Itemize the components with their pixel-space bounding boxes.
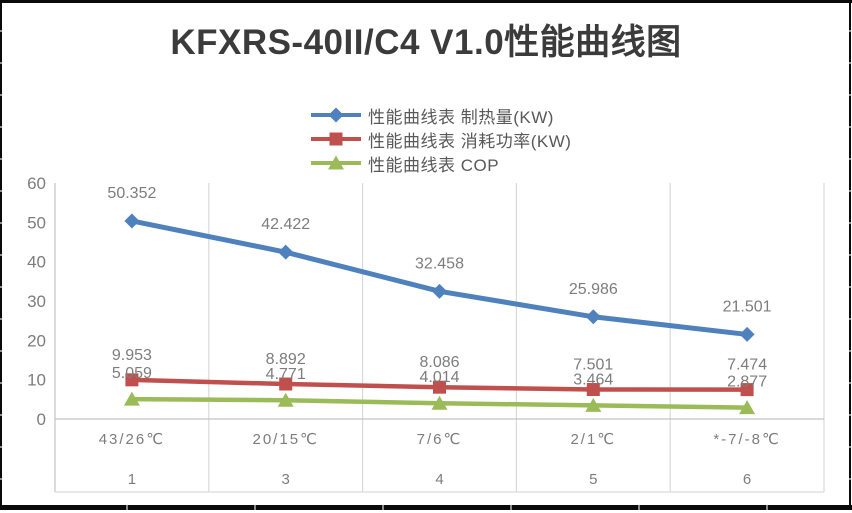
triangle-marker-icon — [328, 155, 344, 170]
diamond-marker-icon — [585, 309, 601, 325]
category-label: 43/26℃ — [99, 431, 165, 448]
category-index-label: 4 — [435, 471, 443, 488]
triangle-marker-icon — [123, 391, 140, 406]
legend-item: 性能曲线表 制热量(KW) — [310, 103, 571, 127]
legend-item: 性能曲线表 COP — [310, 151, 571, 175]
diamond-marker-icon — [739, 326, 755, 342]
category-index-label: 1 — [128, 471, 136, 488]
category-index-label: 6 — [743, 471, 751, 488]
series-line — [129, 218, 750, 337]
category-label: *-7/-8℃ — [713, 431, 781, 448]
data-label: 21.501 — [723, 298, 772, 315]
legend: 性能曲线表 制热量(KW) 性能曲线表 消耗功率(KW) 性能曲线表 COP — [310, 103, 571, 175]
category-index-label: 3 — [282, 471, 290, 488]
y-tick-label: 60 — [27, 174, 46, 193]
diamond-marker-icon — [328, 107, 344, 123]
data-label: 4.771 — [266, 366, 306, 383]
y-tick-label: 30 — [27, 292, 46, 311]
square-marker-icon — [329, 132, 343, 146]
diamond-marker-icon — [278, 244, 294, 260]
data-label: 8.892 — [266, 351, 306, 368]
data-label: 3.464 — [573, 371, 613, 388]
legend-label: 性能曲线表 制热量(KW) — [368, 107, 554, 127]
square-marker-icon — [433, 380, 446, 394]
data-label: 8.086 — [419, 354, 459, 371]
legend-label: 性能曲线表 COP — [368, 155, 500, 175]
chart-title: KFXRS-40II/C4 V1.0性能曲线图 — [170, 23, 682, 62]
frame-border-left — [0, 0, 2, 505]
diamond-marker-icon — [124, 213, 140, 229]
frame-border-right — [849, 0, 851, 505]
legend-triangle-marker-icon — [311, 155, 361, 170]
data-label: 42.422 — [261, 216, 310, 233]
data-label: 4.014 — [419, 369, 459, 386]
y-tick-label: 20 — [27, 331, 46, 350]
category-label: 20/15℃ — [253, 431, 319, 448]
data-label: 7.501 — [573, 356, 613, 373]
category-label: 7/6℃ — [417, 431, 463, 448]
series-2: 5.059 4.771 4.014 3.464 2.877 — [112, 365, 767, 415]
square-marker-icon — [125, 373, 139, 387]
series-0: 50.352 42.422 32.458 25.986 21.501 — [107, 185, 772, 342]
data-label: 25.986 — [569, 281, 618, 298]
y-tick-label: 0 — [37, 410, 46, 429]
category-index-label: 5 — [589, 471, 597, 488]
data-label: 9.953 — [112, 347, 152, 364]
diamond-marker-icon — [432, 283, 447, 299]
series-1: 9.953 8.892 8.086 7.501 7.474 — [112, 347, 767, 397]
triangle-marker-icon — [739, 400, 756, 415]
legend-item: 性能曲线表 消耗功率(KW) — [310, 127, 571, 151]
data-label: 50.352 — [107, 185, 156, 202]
y-tick-label: 10 — [27, 371, 46, 390]
frame-border-top — [0, 0, 852, 3]
bottom-strip — [0, 505, 852, 510]
square-marker-icon — [740, 383, 754, 397]
data-label: 32.458 — [415, 255, 464, 272]
square-marker-icon — [279, 377, 293, 391]
data-label: 5.059 — [112, 365, 152, 382]
data-label: 7.474 — [727, 357, 767, 374]
triangle-marker-icon — [431, 395, 448, 410]
triangle-marker-icon — [277, 392, 294, 407]
legend-square-marker-icon — [311, 132, 361, 146]
data-label: 2.877 — [727, 374, 767, 391]
y-tick-label: 40 — [27, 253, 46, 272]
legend-label: 性能曲线表 消耗功率(KW) — [368, 131, 572, 151]
category-label: 2/1℃ — [570, 431, 616, 448]
y-tick-label: 50 — [27, 213, 46, 232]
legend-diamond-marker-icon — [311, 107, 361, 123]
triangle-marker-icon — [585, 397, 602, 412]
square-marker-icon — [586, 382, 600, 396]
